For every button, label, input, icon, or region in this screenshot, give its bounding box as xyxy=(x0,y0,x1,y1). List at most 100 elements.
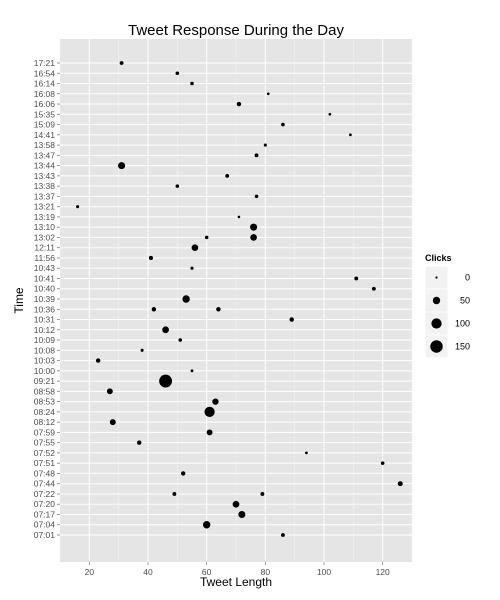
data-point xyxy=(95,358,101,363)
data-point xyxy=(119,61,124,65)
data-point xyxy=(281,122,285,127)
data-point xyxy=(204,235,209,240)
y-tick-label: 14:41 xyxy=(34,130,56,140)
y-tick-label: 17:21 xyxy=(34,58,56,68)
y-tick-label: 16:54 xyxy=(34,68,56,78)
data-point xyxy=(190,369,194,373)
data-point xyxy=(212,398,219,405)
y-tick-label: 13:19 xyxy=(34,212,56,222)
x-tick-label: 60 xyxy=(202,567,212,577)
y-tick-label: 08:12 xyxy=(34,417,56,427)
y-tick-label: 13:10 xyxy=(34,222,56,232)
y-tick-label: 13:38 xyxy=(34,181,56,191)
data-point xyxy=(254,153,259,158)
data-points xyxy=(76,61,403,537)
data-point xyxy=(140,348,144,352)
data-point xyxy=(216,307,221,312)
data-point xyxy=(349,133,352,137)
data-point xyxy=(354,276,359,281)
data-point xyxy=(182,295,190,303)
x-axis-title: Tweet Length xyxy=(200,575,272,589)
data-point xyxy=(172,492,177,496)
y-tick-label: 07:55 xyxy=(34,438,56,448)
y-tick-label: 10:39 xyxy=(34,294,56,304)
x-tick-label: 120 xyxy=(376,567,390,577)
size-legend: Clicks 0 50 100 150 xyxy=(424,253,470,359)
y-tick-label: 12:11 xyxy=(34,243,55,253)
data-point xyxy=(106,388,113,395)
y-tick-label: 10:36 xyxy=(34,304,56,314)
data-point xyxy=(236,101,242,107)
y-tick-label: 07:04 xyxy=(34,520,56,530)
data-point xyxy=(162,326,169,334)
legend-label: 0 xyxy=(465,273,470,283)
legend-key-point xyxy=(435,276,438,279)
y-tick-label: 16:08 xyxy=(34,89,56,99)
legend-label: 150 xyxy=(455,342,470,352)
y-tick-label: 08:24 xyxy=(34,407,56,417)
chart-title: Tweet Response During the Day xyxy=(128,22,344,39)
data-point xyxy=(109,419,116,426)
data-point xyxy=(180,471,186,476)
y-tick-label: 13:37 xyxy=(34,191,56,201)
data-point xyxy=(250,223,258,231)
y-tick-label: 10:40 xyxy=(34,284,56,294)
y-tick-label: 10:41 xyxy=(34,273,56,283)
data-point xyxy=(175,184,180,188)
data-point xyxy=(281,533,285,537)
data-point xyxy=(148,255,153,261)
y-tick-label: 08:58 xyxy=(34,386,56,396)
data-point xyxy=(260,492,265,496)
data-point xyxy=(178,338,183,342)
data-point xyxy=(136,440,142,445)
data-point xyxy=(238,510,246,519)
y-tick-label: 15:35 xyxy=(34,109,56,119)
legend-label: 50 xyxy=(460,296,470,306)
y-tick-label: 16:14 xyxy=(34,79,56,89)
y-tick-label: 13:02 xyxy=(34,232,56,242)
data-point xyxy=(225,173,230,178)
y-tick-label: 13:43 xyxy=(34,171,56,181)
legend-keys: 0 50 100 150 xyxy=(424,265,470,359)
data-point xyxy=(190,266,194,270)
x-axis-ticks: 20 40 60 80 100 120 xyxy=(85,562,390,577)
data-point xyxy=(232,500,240,508)
data-point xyxy=(305,451,308,455)
y-axis-ticks: 07:0107:0407:1707:2007:2207:4407:4807:51… xyxy=(34,58,60,540)
legend-title: Clicks xyxy=(425,253,452,263)
y-tick-label: 10:08 xyxy=(34,345,56,355)
y-tick-label: 07:44 xyxy=(34,479,56,489)
y-tick-label: 09:21 xyxy=(34,376,56,386)
legend-key-point xyxy=(430,340,443,353)
data-point xyxy=(266,92,270,96)
y-tick-label: 07:22 xyxy=(34,489,56,499)
data-point xyxy=(204,406,215,417)
data-point xyxy=(328,112,332,116)
data-point xyxy=(175,71,180,76)
y-tick-label: 13:58 xyxy=(34,140,56,150)
data-point xyxy=(237,215,241,219)
y-tick-label: 07:48 xyxy=(34,468,56,478)
x-tick-label: 40 xyxy=(143,567,153,577)
y-tick-label: 10:43 xyxy=(34,263,56,273)
y-tick-label: 07:52 xyxy=(34,448,56,458)
y-tick-label: 08:53 xyxy=(34,397,56,407)
y-tick-label: 10:09 xyxy=(34,335,56,345)
data-point xyxy=(263,143,267,147)
minor-gridlines xyxy=(59,39,413,562)
data-point xyxy=(206,429,213,436)
y-tick-label: 07:59 xyxy=(34,427,56,437)
y-tick-label: 07:51 xyxy=(34,458,56,468)
data-point xyxy=(397,481,403,487)
y-tick-label: 07:20 xyxy=(34,499,56,509)
data-point xyxy=(202,521,211,529)
y-tick-label: 10:12 xyxy=(34,325,56,335)
data-point xyxy=(371,286,376,291)
y-tick-label: 13:44 xyxy=(34,161,56,171)
major-gridlines xyxy=(60,39,412,562)
y-tick-label: 10:00 xyxy=(34,366,56,376)
data-point xyxy=(118,162,126,170)
y-tick-label: 10:03 xyxy=(34,356,56,366)
data-point xyxy=(380,461,385,465)
